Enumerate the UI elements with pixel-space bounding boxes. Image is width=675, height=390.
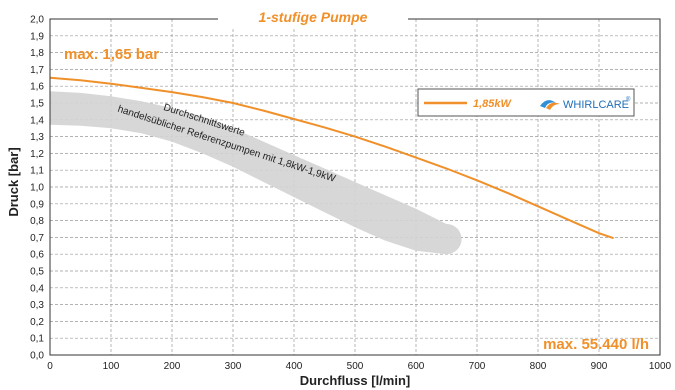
max-flow-label: max. 55.440 l/h	[543, 336, 649, 353]
band-labels: Durchschnittswerte handelsüblicher Refer…	[116, 102, 337, 185]
legend-series-label: 1,85kW	[473, 98, 513, 110]
series-line-1-85kw	[49, 76, 614, 240]
x-tick-label: 400	[286, 361, 303, 372]
reference-band	[50, 91, 462, 255]
whirlcare-logo-icon: WHIRLCARE ®	[540, 96, 631, 111]
y-tick-label: 0,1	[30, 334, 44, 345]
x-tick-labels: 0 100 200 300 400 500 600 700 800 900 1000	[47, 361, 671, 372]
y-tick-label: 1,6	[30, 82, 44, 93]
x-tick-label: 900	[591, 361, 608, 372]
y-tick-label: 0,8	[30, 216, 44, 227]
y-tick-label: 2,0	[30, 15, 44, 26]
y-tick-label: 0,4	[30, 283, 44, 294]
y-tick-label: 0,9	[30, 199, 44, 210]
title-background	[218, 6, 408, 28]
y-tick-label: 1,3	[30, 132, 44, 143]
y-tick-label: 1,0	[30, 183, 44, 194]
legend: 1,85kW WHIRLCARE ®	[417, 88, 635, 117]
y-tick-label: 1,9	[30, 31, 44, 42]
x-tick-label: 600	[408, 361, 425, 372]
band-label-reference: handelsüblicher Referenzpumpen mit 1,8kW…	[116, 104, 337, 185]
x-tick-label: 700	[469, 361, 486, 372]
y-tick-label: 1,1	[30, 166, 44, 177]
y-tick-labels: 0,0 0,1 0,2 0,3 0,4 0,5 0,6 0,7 0,8 0,9 1,0 1,1 1,2 1…	[30, 15, 44, 362]
y-tick-label: 0,3	[30, 300, 44, 311]
y-tick-label: 0,5	[30, 267, 44, 278]
y-axis-label: Druck [bar]	[6, 147, 21, 216]
x-tick-label: 1000	[649, 361, 672, 372]
brand-registered-mark: ®	[626, 96, 631, 103]
y-tick-label: 1,7	[30, 65, 44, 76]
x-tick-label: 200	[164, 361, 181, 372]
max-pressure-label: max. 1,65 bar	[64, 46, 159, 63]
x-axis-label: Durchfluss [l/min]	[300, 373, 411, 388]
y-tick-label: 1,8	[30, 48, 44, 59]
x-tick-label: 300	[225, 361, 242, 372]
y-tick-label: 0,6	[30, 250, 44, 261]
x-tick-label: 0	[47, 361, 53, 372]
x-tick-label: 800	[530, 361, 547, 372]
chart-title: 1-stufige Pumpe	[259, 9, 368, 25]
y-tick-label: 1,2	[30, 149, 44, 160]
y-tick-label: 1,4	[30, 115, 44, 126]
brand-name: WHIRLCARE	[563, 99, 629, 111]
y-tick-label: 0,2	[30, 317, 44, 328]
y-tick-label: 0,0	[30, 351, 44, 362]
y-tick-label: 0,7	[30, 233, 44, 244]
x-tick-label: 100	[103, 361, 120, 372]
x-tick-label: 500	[347, 361, 364, 372]
y-tick-label: 1,5	[30, 99, 44, 110]
